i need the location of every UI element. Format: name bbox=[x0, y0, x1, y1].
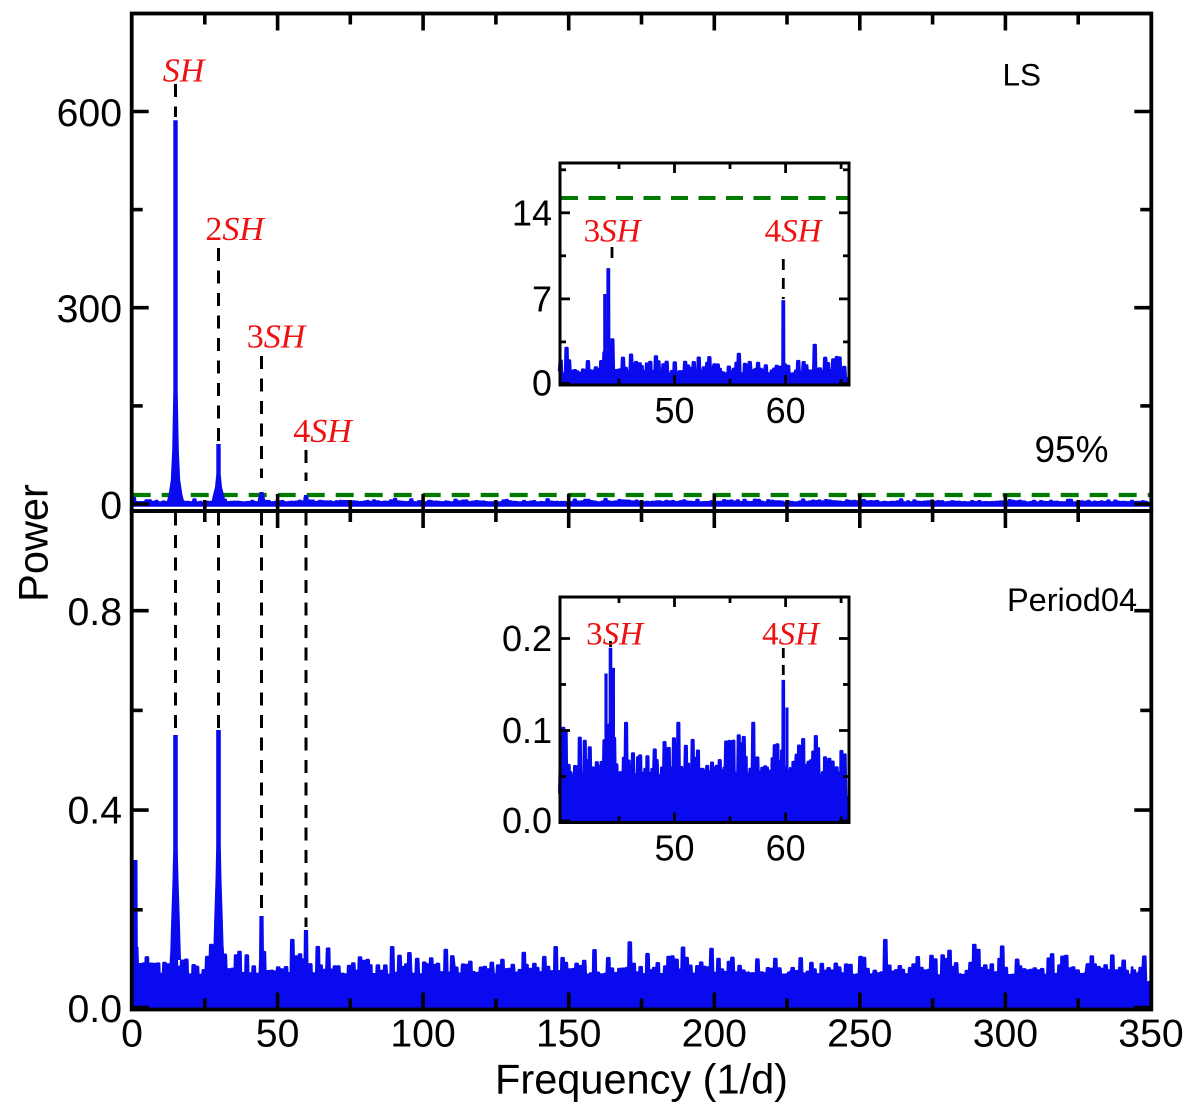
svg-text:7: 7 bbox=[532, 278, 552, 319]
svg-text:0.4: 0.4 bbox=[68, 789, 122, 832]
svg-text:50: 50 bbox=[654, 390, 694, 431]
svg-text:0: 0 bbox=[532, 363, 552, 404]
svg-text:0.8: 0.8 bbox=[68, 591, 122, 634]
svg-text:250: 250 bbox=[827, 1013, 892, 1056]
svg-text:2SH: 2SH bbox=[205, 211, 266, 248]
svg-text:50: 50 bbox=[654, 828, 694, 869]
svg-text:95%: 95% bbox=[1034, 429, 1108, 470]
svg-text:Power: Power bbox=[10, 484, 57, 602]
svg-text:300: 300 bbox=[57, 288, 122, 331]
svg-text:350: 350 bbox=[1118, 1013, 1183, 1056]
svg-text:60: 60 bbox=[766, 828, 806, 869]
svg-text:100: 100 bbox=[390, 1013, 455, 1056]
svg-text:600: 600 bbox=[57, 92, 122, 135]
svg-text:50: 50 bbox=[256, 1013, 300, 1056]
svg-text:4SH: 4SH bbox=[765, 214, 824, 250]
svg-text:300: 300 bbox=[973, 1013, 1038, 1056]
svg-text:0.0: 0.0 bbox=[502, 800, 552, 841]
svg-text:4SH: 4SH bbox=[762, 617, 821, 653]
svg-text:Frequency (1/d): Frequency (1/d) bbox=[495, 1056, 788, 1103]
svg-text:Period04: Period04 bbox=[1007, 582, 1137, 618]
svg-text:0.2: 0.2 bbox=[502, 618, 552, 659]
svg-text:LS: LS bbox=[1002, 56, 1041, 92]
svg-text:14: 14 bbox=[512, 192, 552, 233]
svg-text:60: 60 bbox=[766, 390, 806, 431]
svg-text:0.0: 0.0 bbox=[68, 988, 122, 1031]
svg-text:0: 0 bbox=[121, 1013, 143, 1056]
svg-text:0: 0 bbox=[100, 484, 122, 527]
svg-text:200: 200 bbox=[682, 1013, 747, 1056]
svg-text:3SH: 3SH bbox=[586, 617, 645, 653]
svg-text:150: 150 bbox=[536, 1013, 601, 1056]
svg-text:0.1: 0.1 bbox=[502, 710, 552, 751]
svg-text:3SH: 3SH bbox=[247, 319, 308, 356]
svg-text:3SH: 3SH bbox=[584, 214, 643, 250]
svg-text:SH: SH bbox=[163, 53, 207, 90]
svg-text:4SH: 4SH bbox=[293, 413, 354, 450]
